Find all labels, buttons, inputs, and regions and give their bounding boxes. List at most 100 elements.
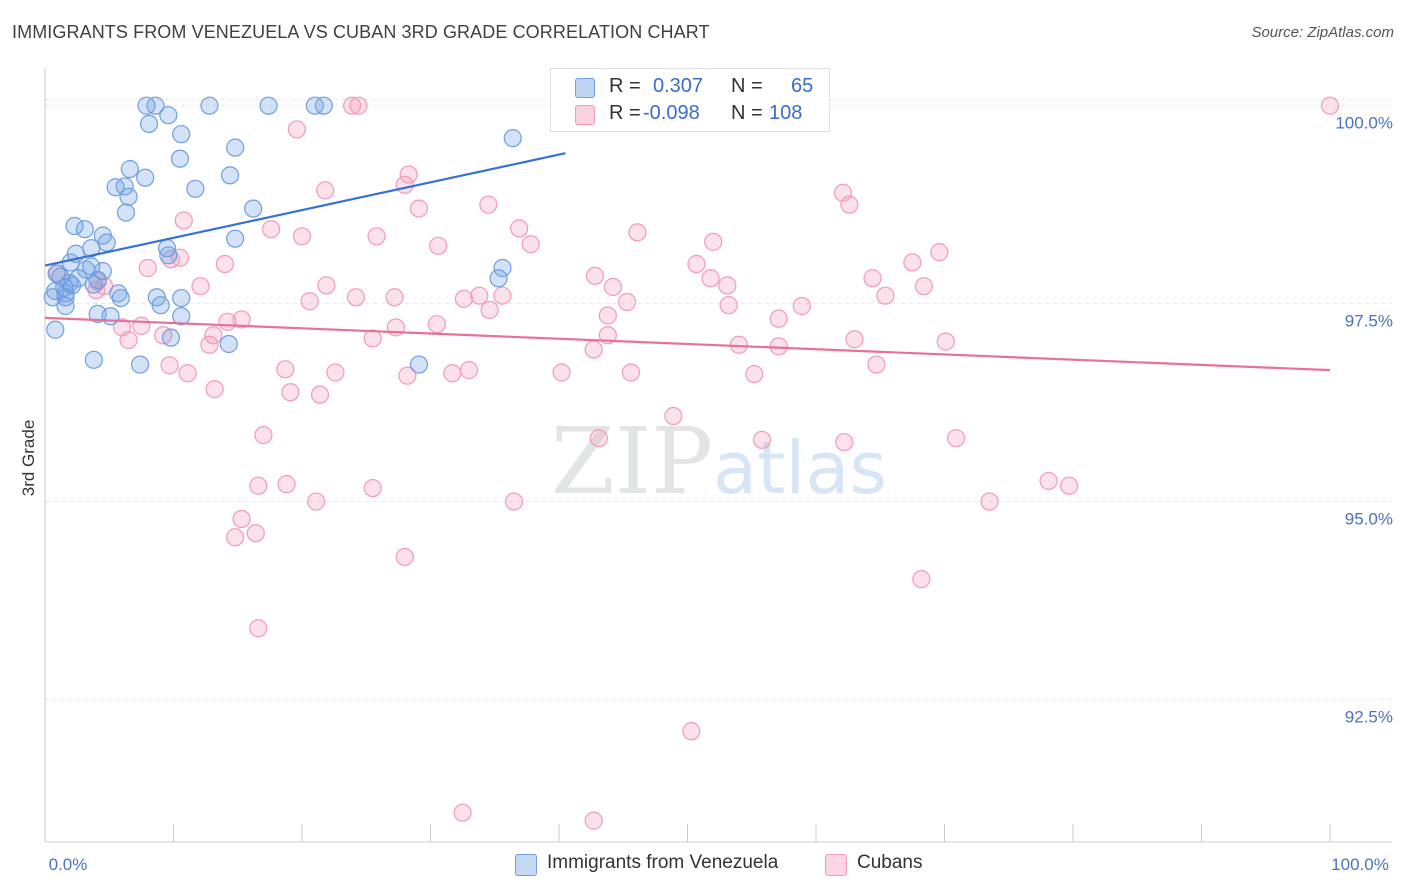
cuban-point — [343, 96, 362, 115]
cuban-trend-line — [44, 316, 1331, 372]
cuban-point — [119, 330, 138, 350]
venezuela-point — [84, 275, 103, 294]
cuban-point — [480, 300, 499, 320]
cuban-point — [160, 356, 179, 375]
cuban-point — [946, 429, 966, 448]
legend-r-value: 0.307 — [653, 75, 704, 97]
cuban-point — [719, 296, 738, 315]
legend-r-key: R = — [609, 75, 641, 97]
cuban-point — [980, 492, 999, 511]
axis-labels: 92.5% 95.0% 97.5% 100.0% 0.0% 100.0% 3rd Grade — [19, 114, 1393, 874]
venezuela-point — [226, 138, 245, 157]
venezuela-point — [220, 166, 240, 185]
cuban-point — [385, 288, 404, 307]
venezuela-point — [136, 168, 155, 187]
cuban-point — [521, 235, 540, 254]
cuban-point — [395, 547, 414, 567]
cubans-points — [48, 96, 1340, 830]
cuban-point — [769, 309, 788, 328]
cuban-point — [718, 276, 737, 295]
cuban-point — [618, 292, 637, 312]
venezuela-point — [69, 269, 88, 288]
cuban-point — [912, 570, 931, 589]
cuban-point — [479, 195, 498, 214]
cuban-point — [1039, 471, 1058, 491]
cuban-point — [170, 248, 190, 267]
cuban-point — [1060, 476, 1079, 495]
cuban-point — [138, 258, 157, 278]
cuban-point — [845, 330, 864, 349]
cuban-point — [867, 355, 886, 374]
cuban-point — [276, 360, 295, 379]
cuban-point — [178, 364, 197, 383]
correlation-legend: R = 0.307 N = 65 R = -0.098 N = 108 — [550, 68, 830, 132]
venezuela-point — [170, 149, 190, 168]
y-axis-label: 3rd Grade — [19, 420, 38, 497]
cuban-point — [504, 492, 524, 511]
watermark-atlas: atlas — [713, 426, 887, 510]
cuban-point — [191, 277, 210, 296]
cuban-point — [300, 292, 319, 311]
cuban-point — [835, 433, 854, 452]
venezuela-point — [186, 179, 205, 198]
watermark: ZIP atlas — [551, 408, 887, 515]
venezuela-point — [56, 296, 75, 316]
venezuela-point — [97, 233, 116, 252]
bottom-legend-label: Immigrants from Venezuela — [547, 852, 779, 873]
cuban-point — [249, 476, 268, 495]
cuban-point — [232, 509, 251, 529]
venezuela-point — [116, 203, 136, 222]
trend-lines — [44, 152, 1331, 372]
cuban-point — [204, 326, 223, 345]
cuban-point — [589, 429, 608, 448]
venezuela-trend-line — [44, 152, 566, 267]
cuban-point — [598, 306, 617, 325]
venezuela-point — [314, 96, 333, 115]
cuban-point — [317, 276, 336, 295]
x-tick-label: 0.0% — [49, 855, 88, 874]
cuban-point — [840, 195, 859, 214]
cuban-point — [218, 312, 237, 331]
cuban-point — [470, 286, 489, 305]
venezuela-point — [409, 355, 429, 374]
cuban-point — [585, 266, 605, 285]
cuban-point — [876, 286, 895, 305]
venezuela-point — [93, 262, 112, 281]
venezuela-point — [146, 96, 165, 115]
cuban-point — [277, 475, 296, 494]
venezuela-point — [226, 229, 245, 248]
cuban-point — [510, 219, 529, 238]
venezuela-point — [151, 296, 170, 315]
cuban-point — [226, 528, 245, 547]
cuban-point — [584, 811, 603, 830]
venezuela-point — [172, 307, 191, 326]
venezuela-point — [159, 106, 178, 125]
cuban-point — [310, 385, 330, 404]
cuban-point — [349, 96, 368, 115]
legend-n-value: 108 — [769, 102, 803, 124]
cuban-point — [292, 227, 312, 246]
cuban-point — [936, 332, 955, 351]
venezuela-point — [106, 178, 125, 197]
cuban-point — [584, 340, 603, 359]
venezuela-point — [259, 96, 278, 115]
cuban-point — [205, 380, 224, 399]
x-tick-label: 100.0% — [1331, 855, 1389, 874]
legend-n-value: 65 — [791, 75, 814, 97]
cuban-point — [453, 803, 472, 822]
legend-n-key: N = — [731, 102, 763, 124]
cuban-point — [443, 364, 462, 383]
bottom-legend-swatch-cubans — [825, 854, 847, 876]
cuban-point — [552, 363, 571, 382]
grid-lines — [45, 99, 1392, 700]
venezuela-point — [159, 246, 178, 265]
legend-r-value: -0.098 — [643, 102, 700, 124]
bottom-legend-swatch-venezuela — [515, 854, 537, 876]
cuban-point — [603, 277, 623, 297]
y-tick-label: 95.0% — [1345, 510, 1393, 529]
venezuela-point — [489, 269, 508, 288]
venezuela-point — [43, 288, 62, 307]
cuban-point — [930, 243, 949, 262]
cuban-point — [621, 363, 641, 382]
